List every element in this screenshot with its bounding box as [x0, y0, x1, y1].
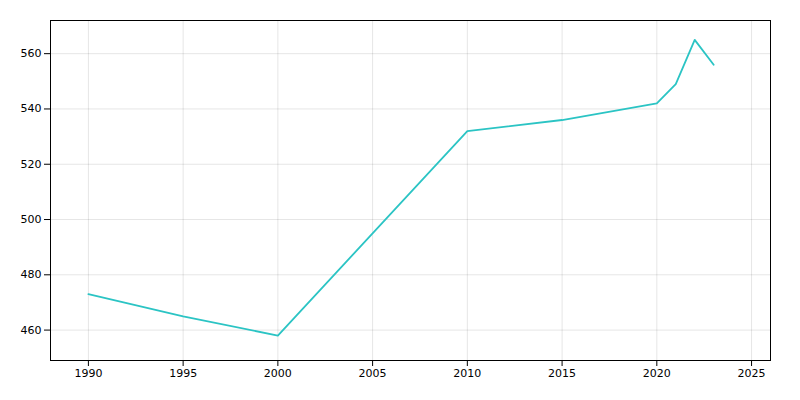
svg-text:2000: 2000	[264, 367, 292, 380]
svg-text:500: 500	[21, 213, 42, 226]
svg-text:1990: 1990	[74, 367, 102, 380]
svg-text:2025: 2025	[738, 367, 766, 380]
svg-text:2010: 2010	[453, 367, 481, 380]
svg-text:480: 480	[21, 268, 42, 281]
svg-text:520: 520	[21, 158, 42, 171]
svg-text:2015: 2015	[548, 367, 576, 380]
svg-text:1995: 1995	[169, 367, 197, 380]
svg-text:2005: 2005	[359, 367, 387, 380]
svg-text:560: 560	[21, 47, 42, 60]
svg-text:460: 460	[21, 324, 42, 337]
svg-text:2020: 2020	[643, 367, 671, 380]
svg-text:540: 540	[21, 102, 42, 115]
